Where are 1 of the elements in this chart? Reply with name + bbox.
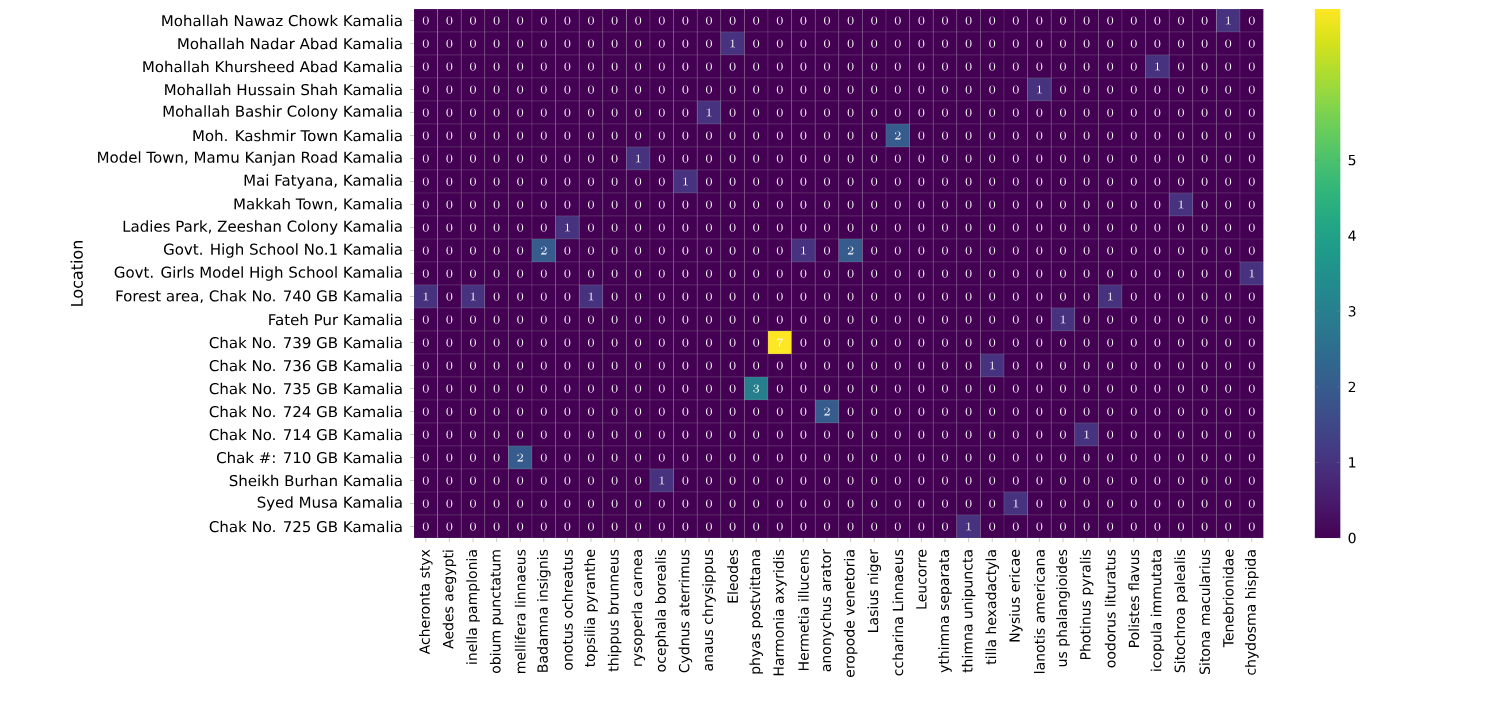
y-axis-title: Location — [70, 241, 83, 306]
